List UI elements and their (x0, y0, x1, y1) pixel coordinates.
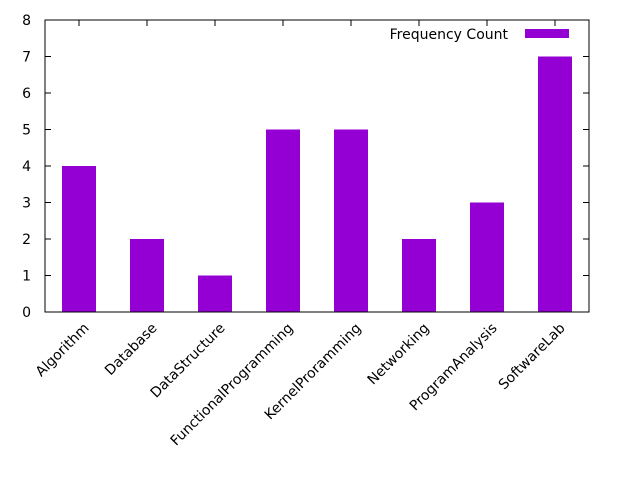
bar-DataStructure (198, 275, 232, 312)
bar-ProgramAnalysis (470, 202, 504, 312)
y-axis-tick-labels: 0 1 2 3 4 5 6 7 8 (22, 13, 31, 321)
plot-frame (44, 19, 590, 313)
bar-Algorithm (62, 166, 96, 312)
y-tick-label: 8 (22, 13, 31, 29)
y-tick-label: 5 (22, 123, 31, 139)
bar-Database (130, 239, 164, 312)
legend-swatch (525, 29, 569, 38)
y-tick-label: 0 (22, 305, 31, 321)
bar-KernelProramming (334, 129, 368, 312)
y-tick-label: 3 (22, 196, 31, 212)
y-tick-label: 6 (22, 86, 31, 102)
x-tick-label: Database (102, 320, 161, 379)
y-tick-label: 1 (22, 269, 31, 285)
y-tick-label: 4 (22, 159, 31, 175)
legend-label: Frequency Count (390, 27, 509, 43)
x-axis-tick-labels: Algorithm DatabaseDataStructureFunctional… (33, 320, 569, 449)
bar-SoftwareLab (538, 56, 572, 312)
legend: Frequency Count (390, 27, 569, 43)
y-tick-label: 2 (22, 232, 31, 248)
x-tick-label: SoftwareLab (496, 320, 569, 393)
x-tick-label: FunctionalProgramming (168, 320, 297, 449)
x-tick-label: Networking (365, 320, 433, 388)
bar-Networking (402, 239, 436, 312)
bars (62, 56, 572, 312)
y-axis-ticks (45, 19, 589, 313)
x-tick-label: Algorithm (33, 320, 93, 380)
bar-FunctionalProgramming (266, 129, 300, 312)
y-tick-label: 7 (22, 50, 31, 66)
